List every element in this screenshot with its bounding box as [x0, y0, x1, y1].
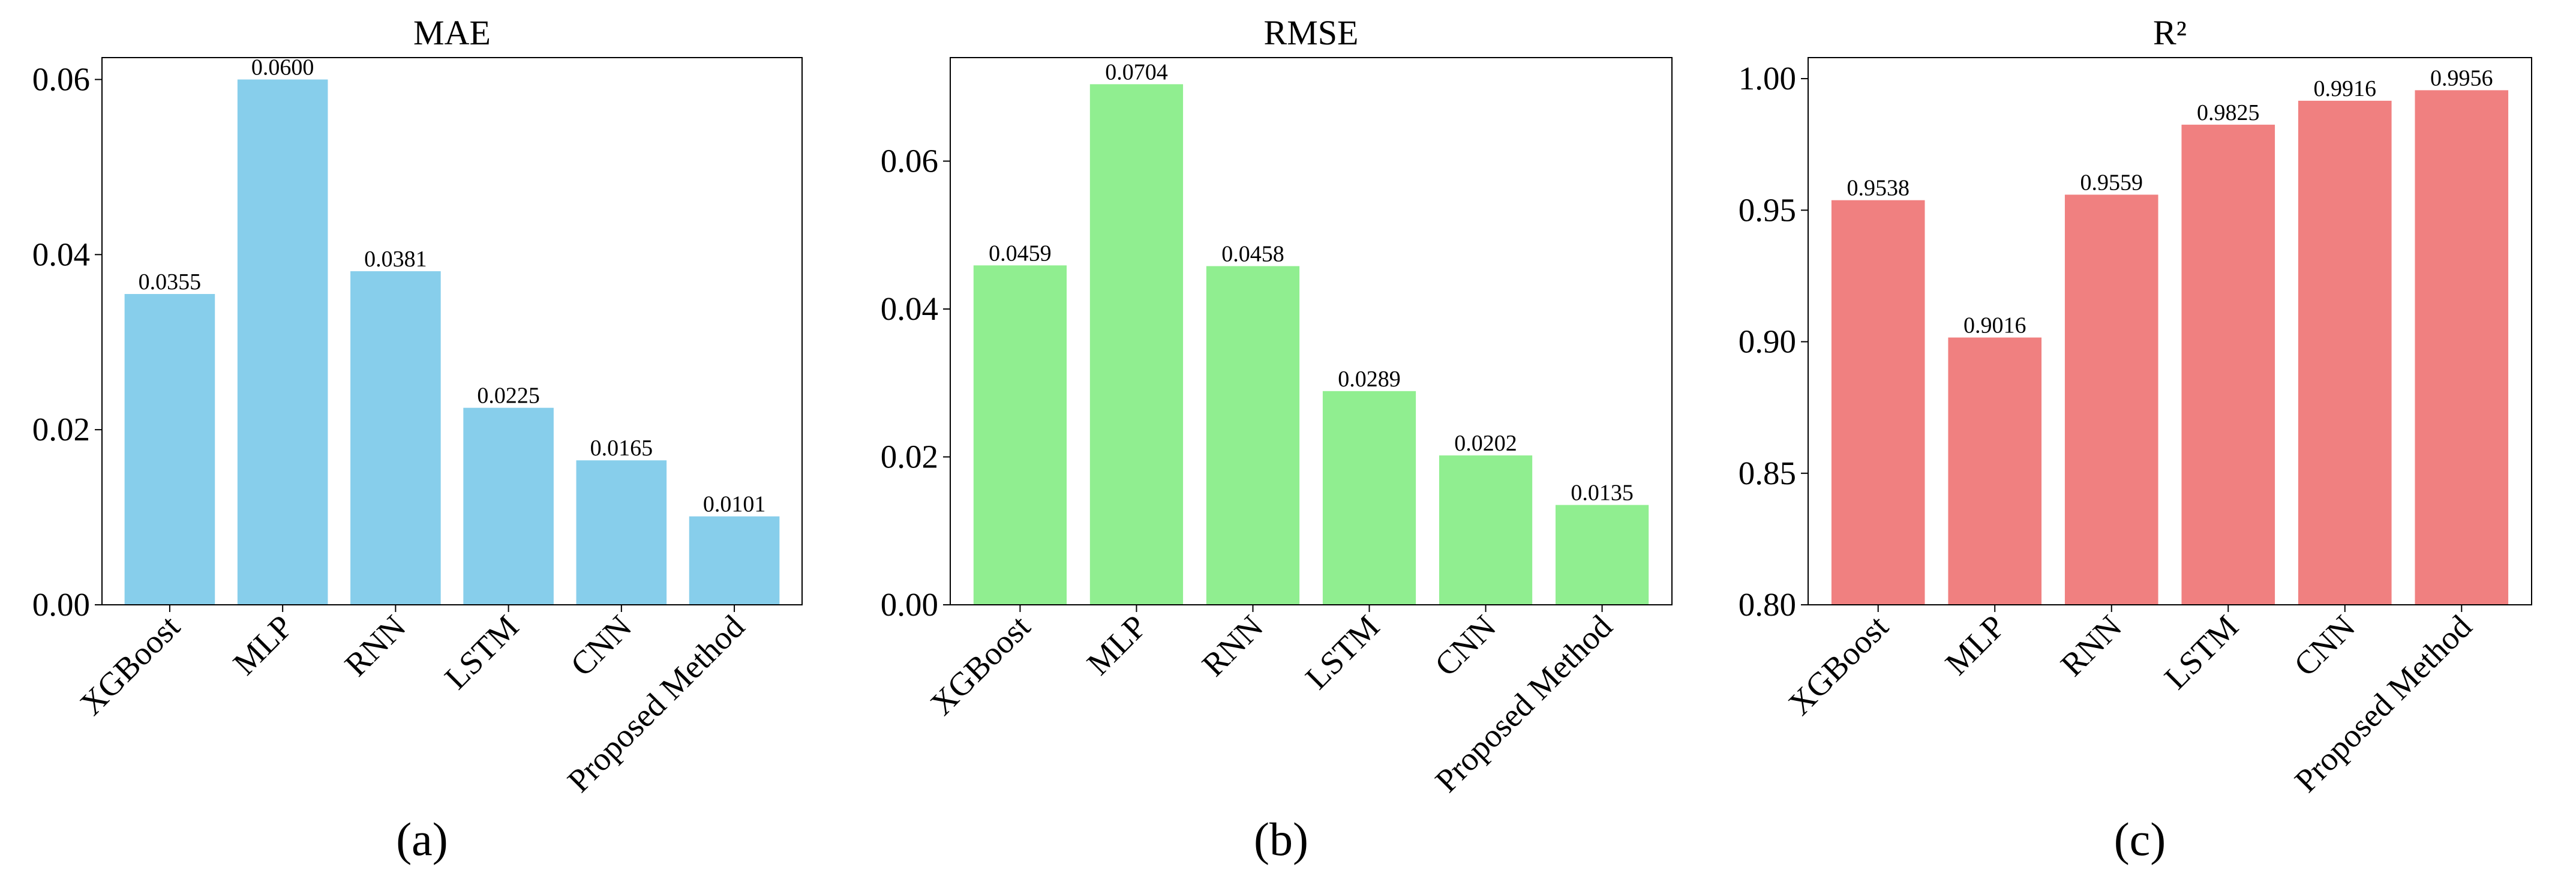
value-label: 0.9956 [2430, 65, 2493, 91]
x-tick-label: MLP [226, 608, 300, 682]
value-label: 0.9916 [2314, 76, 2377, 101]
x-tick-label: XGBoost [1781, 608, 1895, 722]
bar [689, 516, 780, 605]
y-tick-label: 0.02 [881, 439, 938, 475]
chart-title: RMSE [1264, 13, 1359, 52]
y-tick-label: 0.80 [1739, 586, 1796, 623]
bar [1322, 391, 1416, 605]
y-tick-label: 0.04 [32, 236, 90, 272]
bar [2181, 124, 2275, 605]
bar [350, 271, 441, 605]
value-label: 0.0600 [251, 55, 314, 80]
bar [1948, 337, 2042, 605]
y-tick-label: 1.00 [1739, 60, 1796, 97]
bar [463, 407, 554, 605]
y-tick-label: 0.06 [32, 61, 90, 97]
bar [1089, 84, 1184, 605]
x-tick-label: MLP [1938, 608, 2012, 682]
x-tick-label: XGBoost [923, 608, 1037, 722]
value-label: 0.9538 [1847, 176, 1910, 201]
value-label: 0.0225 [477, 383, 540, 409]
bar [973, 265, 1067, 605]
chart-title: MAE [413, 13, 491, 52]
bar [2415, 90, 2509, 605]
value-label: 0.0101 [703, 492, 766, 517]
value-label: 0.0355 [139, 269, 202, 295]
value-label: 0.9016 [1963, 313, 2026, 338]
axes-frame [101, 57, 803, 605]
x-tick-label: CNN [2287, 608, 2362, 683]
bar [2064, 194, 2158, 605]
value-label: 0.0202 [1454, 431, 1517, 456]
bar [1831, 200, 1925, 605]
y-tick-label: 0.95 [1739, 191, 1796, 228]
value-label: 0.9825 [2197, 100, 2260, 125]
value-label: 0.0459 [989, 241, 1052, 266]
x-tick-label: LSTM [437, 608, 526, 696]
panel-caption: (b) [1254, 813, 1308, 865]
x-tick-label: RNN [1195, 608, 1270, 683]
x-tick-label: RNN [338, 608, 413, 683]
y-tick-label: 0.02 [32, 411, 90, 448]
bar [1206, 266, 1300, 605]
panel-caption: (a) [396, 813, 448, 865]
bar [124, 293, 215, 605]
panel-caption: (c) [2114, 813, 2166, 865]
x-tick-label: MLP [1080, 608, 1154, 682]
value-label: 0.0289 [1338, 367, 1401, 392]
bar [1555, 505, 1649, 605]
x-tick-label: LSTM [1298, 608, 1386, 696]
value-label: 0.0704 [1105, 59, 1168, 85]
x-tick-label: CNN [1428, 608, 1503, 683]
value-label: 0.9559 [2080, 170, 2143, 195]
bar [237, 79, 328, 605]
y-tick-label: 0.00 [881, 586, 938, 623]
y-tick-label: 0.90 [1739, 323, 1796, 360]
x-tick-label: RNN [2053, 608, 2128, 683]
bar [576, 460, 667, 605]
value-label: 0.0458 [1221, 242, 1284, 267]
axes-frame [950, 57, 1673, 605]
y-tick-label: 0.04 [881, 290, 938, 327]
value-label: 0.0381 [364, 247, 427, 272]
bar [1439, 455, 1533, 605]
bar [2298, 100, 2392, 605]
y-tick-label: 0.06 [881, 143, 938, 179]
x-tick-label: CNN [563, 608, 638, 683]
value-label: 0.0135 [1571, 481, 1634, 506]
chart-title: R² [2153, 13, 2187, 52]
value-label: 0.0165 [590, 436, 653, 461]
axes-frame [1808, 57, 2532, 605]
y-tick-label: 0.85 [1739, 455, 1796, 491]
x-tick-label: XGBoost [73, 608, 187, 722]
y-tick-label: 0.00 [32, 586, 90, 623]
x-tick-label: LSTM [2157, 608, 2245, 696]
